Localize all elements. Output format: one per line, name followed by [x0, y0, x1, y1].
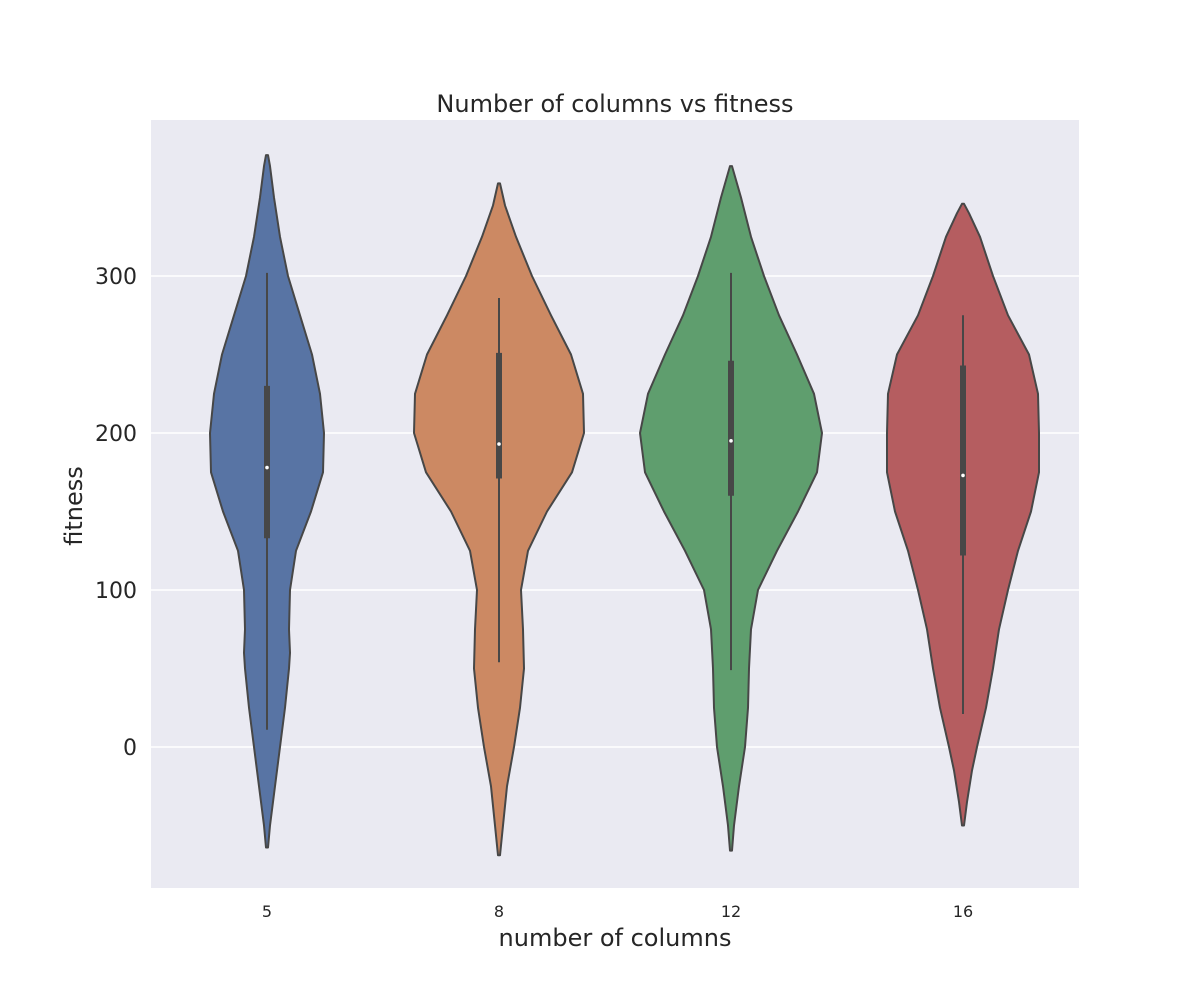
- y-axis-label: fitness: [60, 466, 88, 546]
- median-point-12: [729, 439, 733, 443]
- chart-title: Number of columns vs fitness: [436, 90, 793, 118]
- violin-16: [886, 202, 1040, 827]
- x-tick-labels: 5 8 12 16: [262, 902, 973, 921]
- median-point-16: [961, 473, 965, 478]
- x-tick-label-12: 12: [721, 902, 741, 921]
- y-tick-label-300: 300: [95, 265, 137, 290]
- violins: [209, 154, 1040, 857]
- violin-5: [209, 154, 325, 849]
- y-tick-label-100: 100: [95, 579, 137, 604]
- median-point-8: [497, 442, 501, 446]
- y-tick-label-200: 200: [95, 422, 137, 447]
- x-tick-label-5: 5: [262, 902, 272, 921]
- y-tick-labels: 0 100 200 300: [95, 265, 137, 761]
- y-tick-label-0: 0: [123, 736, 137, 761]
- violin-8: [413, 182, 585, 857]
- violin-12: [639, 165, 823, 852]
- x-tick-label-8: 8: [494, 902, 504, 921]
- x-axis-label: number of columns: [499, 924, 732, 952]
- x-tick-label-16: 16: [953, 902, 973, 921]
- median-point-5: [265, 465, 269, 470]
